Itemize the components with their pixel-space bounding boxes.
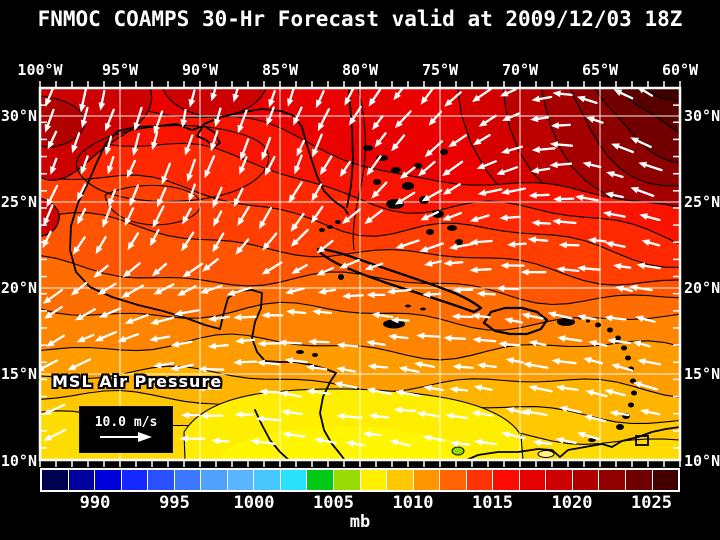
colorbar-segment [359,470,387,490]
colorbar-segment [598,470,626,490]
colorbar-segment [492,470,519,490]
chart-title: FNMOC COAMPS 30-Hr Forecast valid at 200… [37,7,683,31]
colorbar-segment [67,470,95,490]
colorbar-tick-label: 995 [159,493,190,513]
lon-axis-label: 95°W [101,61,139,79]
colorbar-tick-label: 1020 [551,493,593,513]
colorbar-tick-label: 1005 [313,493,354,513]
colorbar-segment [253,470,280,490]
lat-axis-label-left: 25°N [0,193,37,211]
colorbar-segment [545,470,572,490]
colorbar-segment [279,470,307,490]
colorbar-segment [465,470,493,490]
colorbar-tick-label: 1025 [631,493,672,513]
lat-axis-label-left: 30°N [0,107,37,125]
wind-arrows-layer [40,88,663,447]
colorbar-tick-label: 1000 [233,493,275,513]
colorbar-segment [147,470,174,490]
wind-scale-box: 10.0 m/s [79,406,173,453]
lat-axis-label-right: 30°N [684,107,720,125]
colorbar-segment [200,470,227,490]
colorbar [40,468,680,492]
lon-axis-label: 100°W [17,61,63,79]
colorbar-segment [42,470,68,490]
colorbar-segment [412,470,440,490]
lat-axis-label-left: 10°N [0,452,37,470]
colorbar-segment [226,470,254,490]
latlon-grid-layer [40,88,680,460]
colorbar-segment [333,470,360,490]
lon-axis-label: 80°W [341,61,379,79]
lon-axis-label: 60°W [661,61,699,79]
colorbar-segment [625,470,652,490]
colorbar-segment [439,470,466,490]
lon-axis-label: 85°W [261,61,299,79]
lat-axis-label-left: 15°N [0,365,37,383]
map-frame-layer [38,81,682,467]
lon-axis-label: 90°W [181,61,219,79]
variable-overlay-label: MSL Air Pressure [52,372,223,391]
lat-axis-label-right: 20°N [684,279,720,297]
colorbar-tick-label: 1015 [472,493,513,513]
lat-axis-label-right: 15°N [684,365,720,383]
colorbar-segment [306,470,334,490]
colorbar-segment [173,470,201,490]
colorbar-units-label: mb [349,512,371,532]
colorbar-segment [651,470,679,490]
lat-axis-label-right: 25°N [684,193,720,211]
wind-scale-speed: 10.0 m/s [94,415,158,430]
colorbar-segment [120,470,148,490]
lon-axis-label: 65°W [581,61,619,79]
colorbar-tick-label: 1010 [392,493,434,513]
colorbar-segment [518,470,546,490]
lat-axis-label-left: 20°N [0,279,37,297]
colorbar-segment [94,470,121,490]
lon-axis-label: 75°W [421,61,459,79]
colorbar-segment [571,470,599,490]
lon-axis-label: 70°W [501,61,539,79]
wind-scale-arrow-icon [100,432,152,442]
colorbar-tick-label: 990 [79,493,111,513]
lat-axis-label-right: 10°N [684,452,720,470]
colorbar-segment [386,470,413,490]
